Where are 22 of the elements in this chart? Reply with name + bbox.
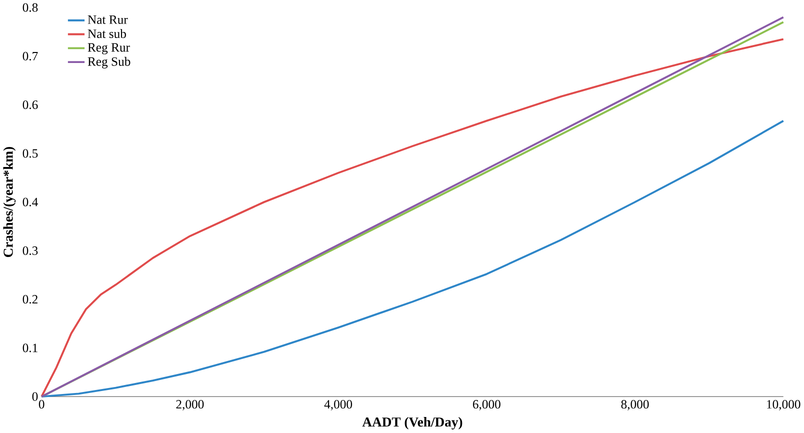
- x-axis-title: AADT (Veh/Day): [362, 417, 462, 430]
- legend-label: Reg Rur: [88, 43, 130, 54]
- y-tick-label: 0.1: [22, 344, 38, 352]
- y-tick-label: 0.7: [22, 52, 38, 61]
- y-tick-label: 0.2: [22, 295, 38, 304]
- x-tick-label: 8,000: [621, 400, 649, 411]
- y-tick-label: 0.3: [22, 246, 38, 256]
- y-tick-label: 0.5: [22, 149, 38, 158]
- legend-label: Reg Sub: [88, 57, 130, 69]
- legend-label: Nat Rur: [88, 16, 128, 24]
- x-tick-label: 4,000: [324, 400, 352, 411]
- x-tick-label: 6,000: [472, 400, 500, 411]
- y-tick-label: 0.4: [22, 198, 38, 206]
- legend-label: Nat sub: [88, 29, 126, 38]
- y-tick-label: 0: [32, 392, 38, 401]
- x-tick-label: 10,000: [767, 400, 800, 411]
- line-series: [40, 120, 784, 398]
- y-tick-label: 0.8: [22, 3, 38, 12]
- x-tick-label: 2,000: [176, 400, 204, 411]
- y-tick-label: 0.6: [22, 100, 38, 110]
- x-tick-label: 0: [38, 400, 44, 409]
- y-axis-title: Crashes/(year*km): [3, 147, 16, 258]
